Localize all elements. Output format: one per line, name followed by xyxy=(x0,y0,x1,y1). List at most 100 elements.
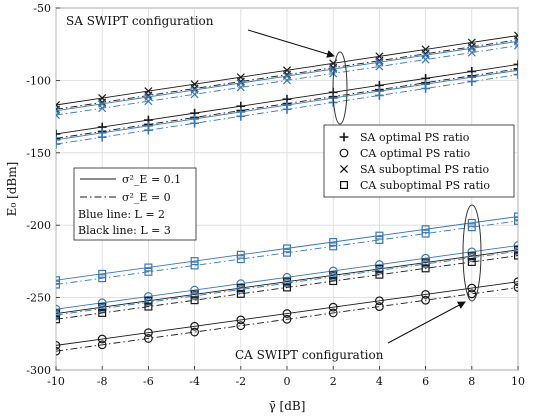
x-axis-label: γ̄ [dB] xyxy=(269,399,306,413)
legend-marker-label: CA suboptimal PS ratio xyxy=(360,179,490,192)
data-point xyxy=(513,41,518,50)
data-point xyxy=(236,77,245,86)
data-point xyxy=(375,302,384,311)
x-tick-label: 4 xyxy=(376,375,383,388)
marker-legend: SA optimal PS ratio CA optimal PS ratio SA… xyxy=(323,124,515,198)
y-tick-labels: -50 -100 -150 -200 -250 -300 xyxy=(26,2,51,377)
data-point xyxy=(513,60,518,69)
data-point xyxy=(190,285,200,295)
data-point xyxy=(328,302,338,312)
ca-ellipse xyxy=(462,204,482,302)
y-tick-label: -200 xyxy=(26,219,51,232)
series-line xyxy=(56,250,518,316)
y-tick-label: -250 xyxy=(26,292,51,305)
data-point xyxy=(282,104,292,114)
y-tick-label: -300 xyxy=(26,364,51,377)
data-point xyxy=(467,257,476,266)
data-point xyxy=(375,91,384,100)
x-tick-label: 10 xyxy=(511,375,525,388)
data-point xyxy=(467,289,477,299)
y-tick-label: -150 xyxy=(26,147,51,160)
data-point xyxy=(98,308,107,317)
data-point xyxy=(144,125,153,135)
sa-ellipse xyxy=(332,51,348,125)
data-point xyxy=(513,283,518,292)
data-point xyxy=(56,280,60,289)
data-point xyxy=(56,111,61,120)
data-point xyxy=(56,304,61,314)
data-point xyxy=(328,308,338,318)
data-point xyxy=(98,98,107,107)
data-point xyxy=(328,272,338,282)
data-point xyxy=(236,111,246,121)
data-point xyxy=(421,229,430,238)
data-point xyxy=(98,104,107,113)
data-point xyxy=(144,91,153,100)
data-point xyxy=(467,77,477,86)
data-point xyxy=(236,321,246,331)
data-point xyxy=(421,259,431,269)
data-point xyxy=(329,237,338,246)
series-line xyxy=(56,255,518,320)
line-legend: σ²_E = 0.1 σ²_E = 0 Blue line: L = 2 Bla… xyxy=(73,167,197,241)
data-point xyxy=(144,263,153,272)
data-point xyxy=(375,265,384,275)
data-point xyxy=(56,340,61,350)
marker-legend-box xyxy=(323,124,515,198)
data-point xyxy=(97,132,107,142)
data-point xyxy=(421,290,431,299)
x-tick-label: 8 xyxy=(468,375,475,388)
data-point xyxy=(98,274,107,283)
legend-marker-2 xyxy=(339,164,349,174)
data-point xyxy=(513,70,518,80)
legend-black-note: Black line: L = 3 xyxy=(78,224,171,237)
data-point xyxy=(56,276,60,285)
legend-blue-note: Blue line: L = 2 xyxy=(78,208,165,221)
data-point xyxy=(467,283,477,293)
data-point xyxy=(97,334,107,344)
data-point xyxy=(143,328,153,338)
data-point xyxy=(513,35,518,44)
sa-annotation-label: SA SWIPT configuration xyxy=(66,14,214,28)
data-point xyxy=(375,56,384,65)
series-line xyxy=(56,287,518,352)
data-point xyxy=(190,84,199,93)
data-point xyxy=(328,266,338,276)
data-point xyxy=(513,216,518,225)
data-point xyxy=(143,297,153,307)
series-line xyxy=(56,281,518,346)
data-point xyxy=(98,269,107,278)
data-point xyxy=(56,310,61,320)
legend-marker-0 xyxy=(339,132,349,142)
data-point xyxy=(56,139,61,149)
x-tick-label: 6 xyxy=(422,375,429,388)
x-tick-label: 2 xyxy=(330,375,337,388)
data-point xyxy=(236,250,245,259)
y-tick-label: -100 xyxy=(26,74,51,87)
series-1 xyxy=(56,35,518,114)
series-3 xyxy=(56,41,518,120)
data-point xyxy=(467,223,476,232)
data-point xyxy=(283,244,292,253)
data-point xyxy=(421,55,430,64)
data-point xyxy=(282,314,292,324)
data-point xyxy=(144,97,153,106)
data-point xyxy=(190,257,199,266)
data-point xyxy=(375,231,384,240)
ca-annotation-label: CA SWIPT configuration xyxy=(235,348,384,362)
data-point xyxy=(56,105,61,114)
data-point xyxy=(283,283,292,292)
data-point xyxy=(283,248,292,257)
series-12 xyxy=(56,246,518,320)
data-point xyxy=(97,298,107,308)
series-15 xyxy=(56,283,518,356)
data-point xyxy=(421,84,430,93)
y-axis-label: E₀ [dBm] xyxy=(5,162,19,217)
sa-annotation-arrow xyxy=(247,29,335,58)
data-point xyxy=(56,133,61,143)
legend-marker-3 xyxy=(340,181,349,190)
series-9 xyxy=(56,216,518,289)
series-10 xyxy=(56,241,518,314)
data-point xyxy=(236,255,245,264)
series-line xyxy=(56,220,518,286)
